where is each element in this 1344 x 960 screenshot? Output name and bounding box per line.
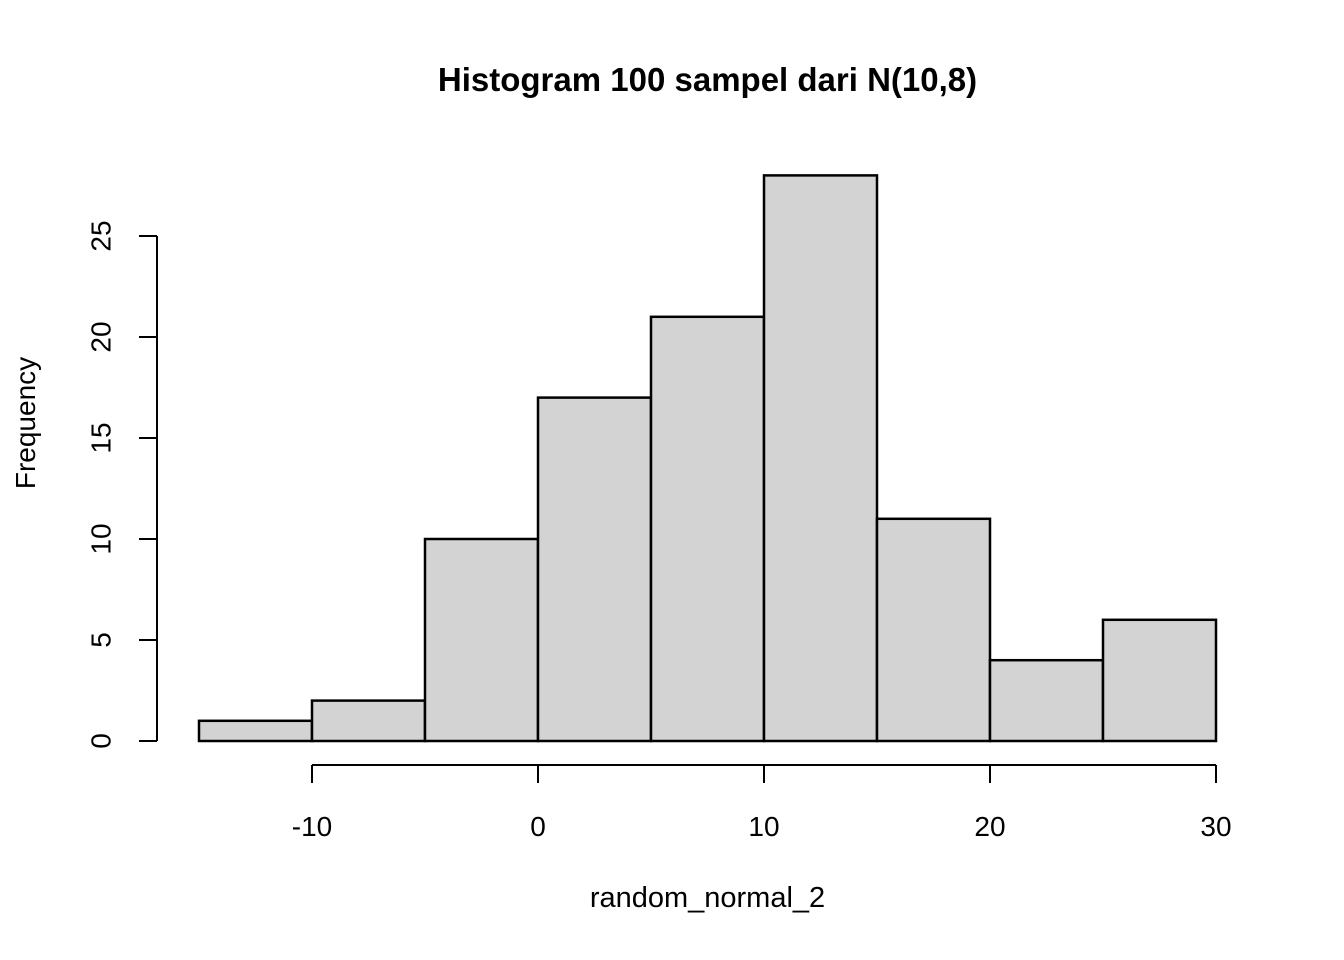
y-axis-label: Frequency — [10, 356, 41, 490]
x-tick-label: -10 — [292, 811, 332, 842]
chart-title: Histogram 100 sampel dari N(10,8) — [437, 61, 978, 98]
histogram-bar — [536, 396, 653, 743]
histogram-bar — [875, 517, 992, 743]
x-tick-label: 0 — [530, 811, 546, 842]
x-tick-label: 10 — [748, 811, 779, 842]
y-tick-label: 0 — [86, 733, 117, 749]
y-tick-label: 15 — [86, 422, 117, 453]
x-tick-label: 20 — [974, 811, 1005, 842]
y-tick-label: 20 — [86, 321, 117, 352]
histogram-bar — [762, 174, 879, 743]
histogram-bar — [310, 699, 427, 743]
histogram-bar — [423, 537, 540, 743]
histogram-bar — [988, 658, 1105, 743]
y-tick-label: 5 — [86, 632, 117, 648]
histogram-bar — [649, 315, 766, 743]
x-axis-label: random_normal_2 — [589, 882, 826, 914]
histogram-bar — [197, 719, 314, 743]
y-tick-label: 25 — [86, 220, 117, 251]
y-tick-label: 10 — [86, 523, 117, 554]
x-tick-label: 30 — [1200, 811, 1231, 842]
histogram-bar — [1101, 618, 1218, 743]
